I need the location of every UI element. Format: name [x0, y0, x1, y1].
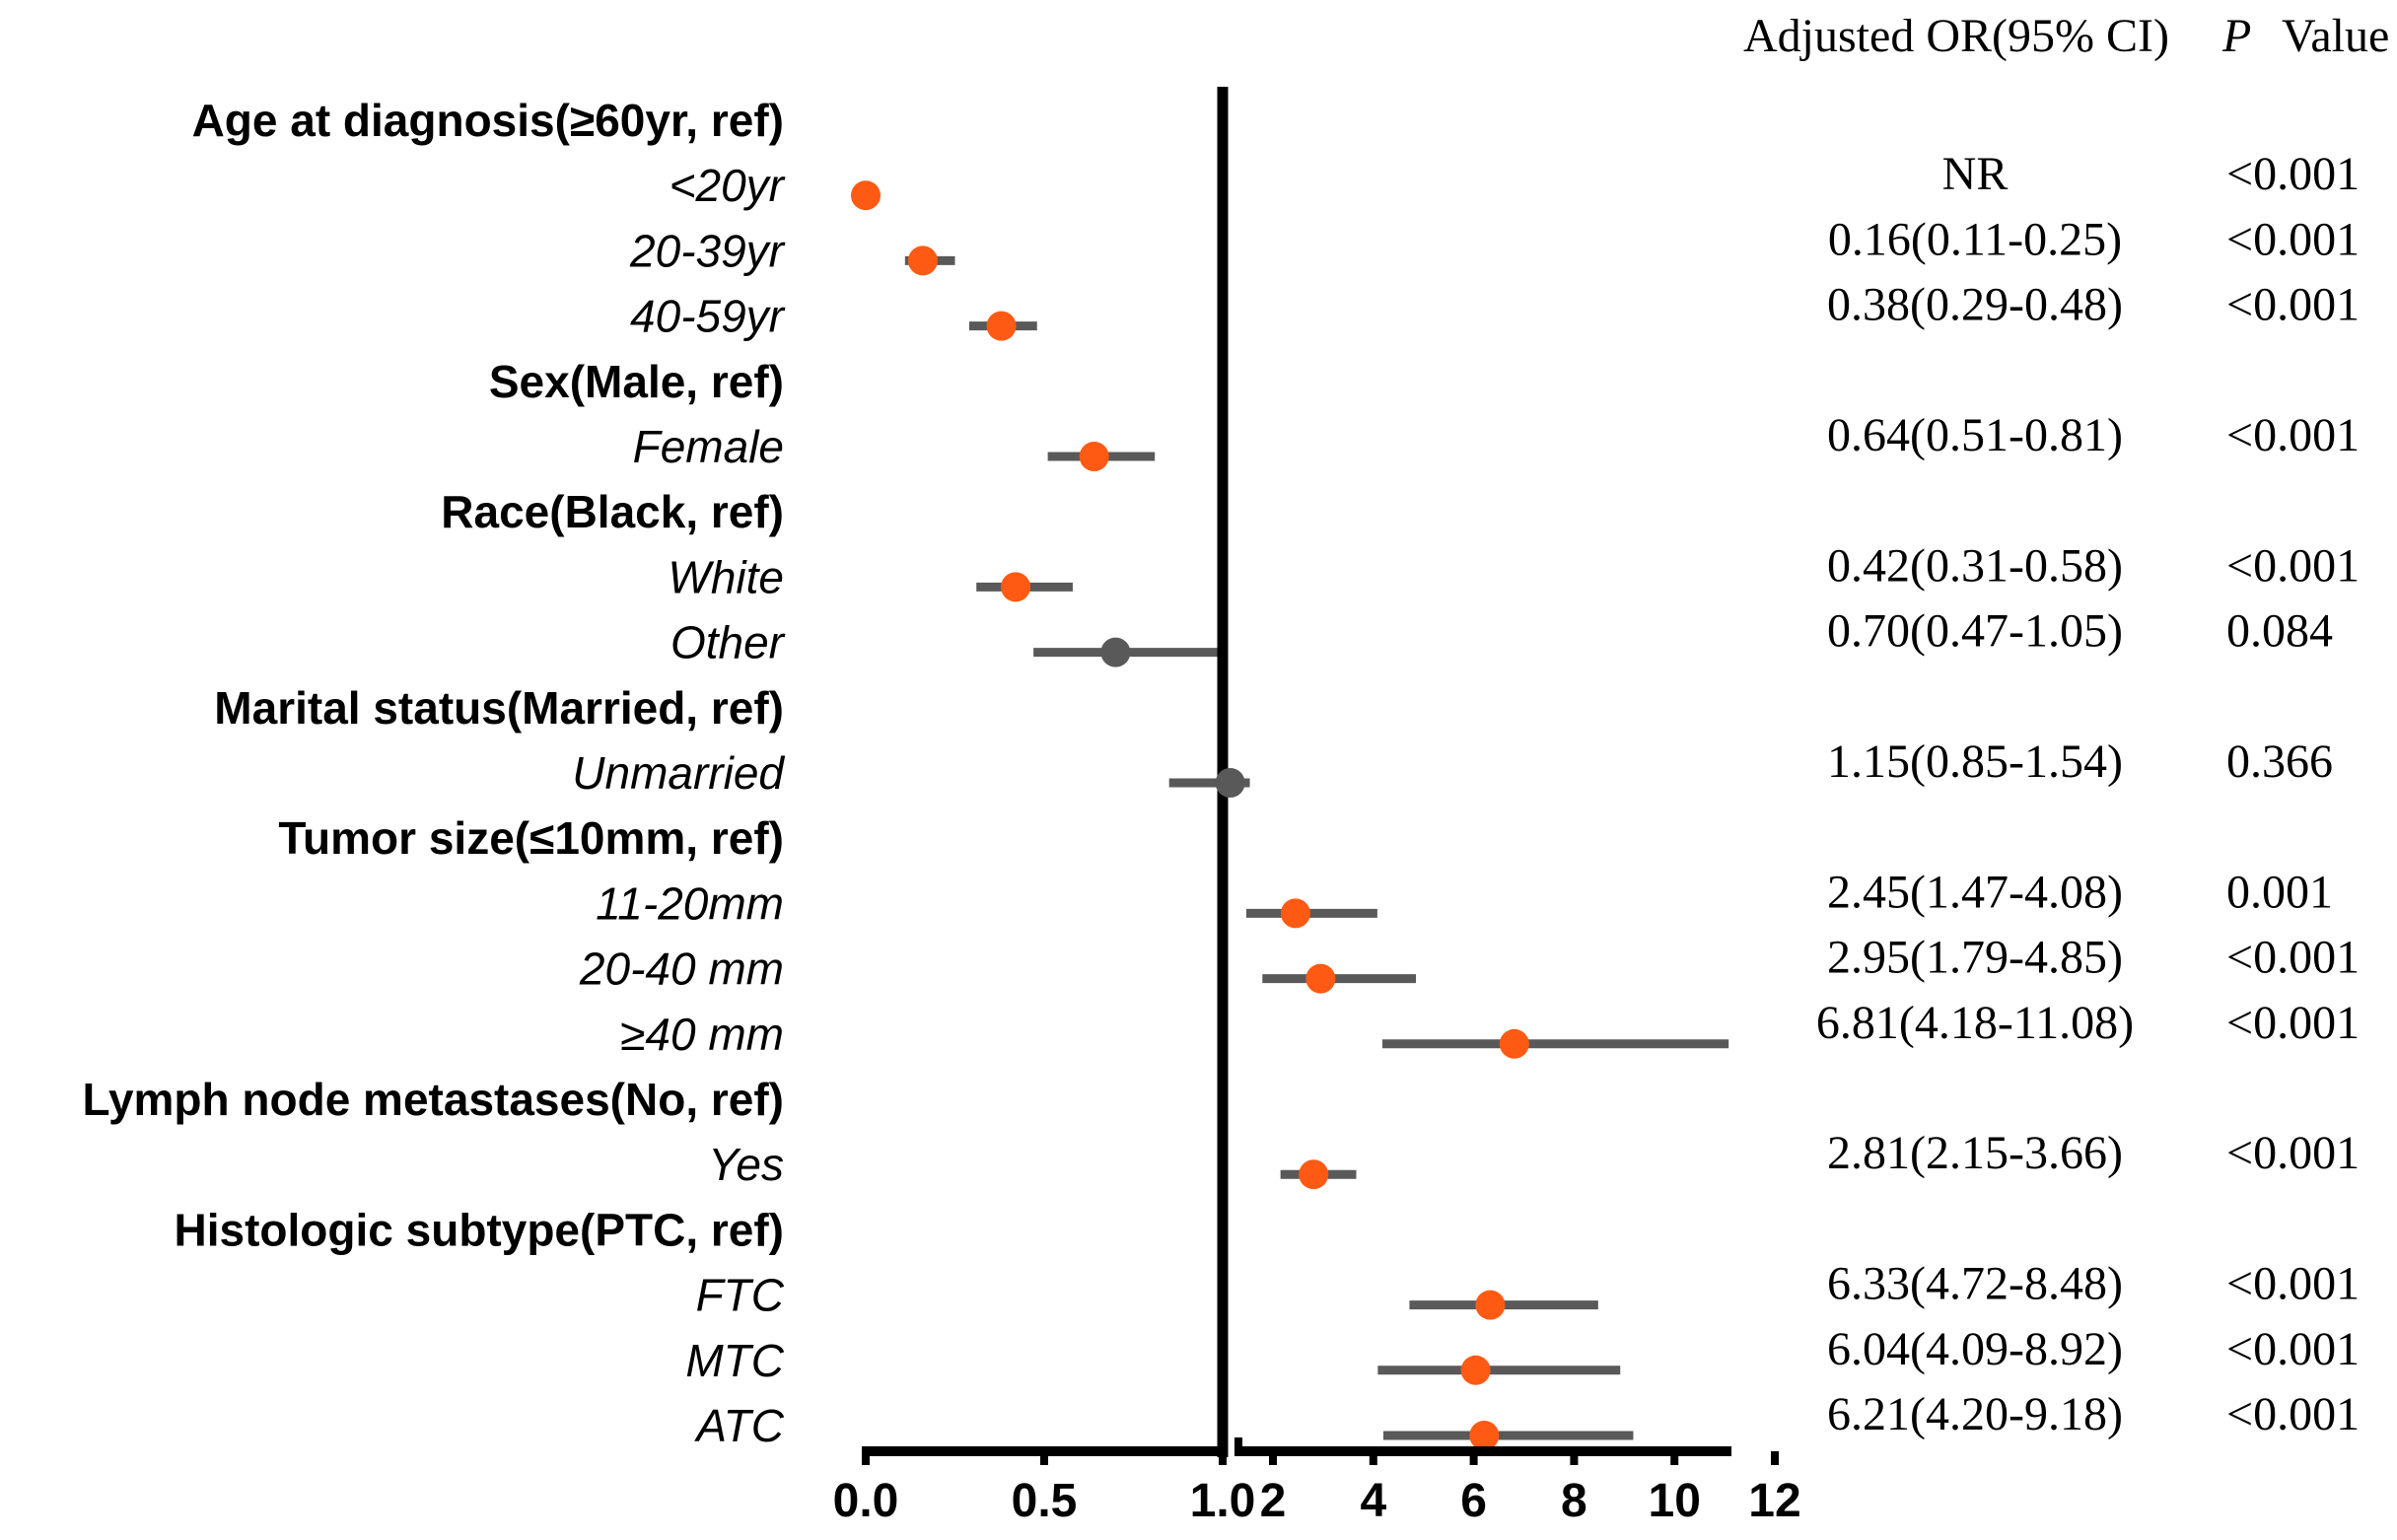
- confidence-intervals: [904, 255, 1729, 1440]
- or-point-significant: [1460, 1355, 1491, 1385]
- or-point-significant: [1001, 572, 1031, 602]
- or-point-nonsignificant: [1215, 768, 1245, 798]
- or-ci-value: 0.70(0.47-1.05): [1827, 605, 2123, 658]
- or-ci-value: 2.45(1.47-4.08): [1827, 866, 2123, 918]
- or-ci-value: 6.81(4.18-11.08): [1816, 997, 2134, 1049]
- or-ci-value: NR: [1942, 148, 2009, 200]
- row-label: FTC: [696, 1270, 785, 1321]
- row-label: 40-59yr: [630, 291, 786, 342]
- p-value: <0.001: [2226, 148, 2360, 200]
- p-value: 0.001: [2226, 866, 2333, 918]
- or-point-significant: [1299, 1159, 1329, 1190]
- or-ci-header: Adjusted OR(95% CI): [1743, 10, 2169, 62]
- x-tick-label: 2: [1260, 1475, 1287, 1527]
- or-ci-value: 6.21(4.20-9.18): [1827, 1388, 2123, 1440]
- or-ci-value: 6.33(4.72-8.48): [1827, 1258, 2123, 1310]
- row-label: ≥40 mm: [620, 1009, 784, 1060]
- p-value: <0.001: [2226, 997, 2360, 1049]
- row-label: 20-39yr: [629, 225, 786, 276]
- row-label: Yes: [708, 1139, 784, 1190]
- group-header-label: Age at diagnosis(≥60yr, ref): [192, 95, 784, 146]
- x-tick-label: 0.0: [833, 1475, 899, 1527]
- column-headers: Adjusted OR(95% CI) P Value: [1743, 10, 2389, 62]
- or-point-significant: [1469, 1421, 1500, 1450]
- p-value-header: Value: [2282, 10, 2389, 62]
- x-tick-label: 1.0: [1190, 1475, 1256, 1527]
- x-tick-label: 8: [1561, 1475, 1587, 1527]
- or-ci-value: 0.64(0.51-0.81): [1827, 409, 2123, 461]
- p-value: <0.001: [2226, 1127, 2360, 1179]
- group-header-label: Marital status(Married, ref): [214, 682, 784, 734]
- p-value: 0.084: [2226, 605, 2333, 658]
- or-ci-value: 0.16(0.11-0.25): [1828, 213, 2122, 265]
- x-tick-label: 4: [1360, 1475, 1386, 1527]
- p-value: <0.001: [2226, 213, 2360, 265]
- group-header-label: Tumor size(≤10mm, ref): [278, 812, 784, 864]
- row-label: MTC: [685, 1335, 784, 1386]
- or-value-column: NR <0.001 0.16(0.11-0.25) <0.001 0.38(0.29-0…: [1816, 148, 2360, 1440]
- row-label: ATC: [693, 1400, 784, 1451]
- p-value: <0.001: [2226, 1258, 2360, 1310]
- x-tick-label: 6: [1460, 1475, 1487, 1527]
- x-tick-label: 10: [1649, 1475, 1701, 1527]
- x-tick-label: 12: [1748, 1475, 1800, 1527]
- p-value: <0.001: [2226, 932, 2360, 984]
- or-ci-value: 0.42(0.31-0.58): [1827, 539, 2123, 592]
- row-label: Female: [633, 421, 784, 472]
- or-ci-value: 1.15(0.85-1.54): [1827, 735, 2123, 788]
- or-point-significant: [1305, 963, 1336, 994]
- group-header-label: Race(Black, ref): [441, 486, 784, 537]
- or-ci-value: 2.95(1.79-4.85): [1827, 932, 2123, 984]
- odds-ratio-points: [851, 180, 1529, 1450]
- or-point-significant: [1475, 1290, 1506, 1320]
- p-letter-header: P: [2221, 10, 2251, 62]
- or-ci-value: 0.38(0.29-0.48): [1827, 279, 2123, 331]
- p-value: <0.001: [2226, 539, 2360, 592]
- or-point-significant: [1079, 442, 1109, 471]
- row-label: Unmarried: [572, 747, 785, 799]
- row-label: 20-40 mm: [579, 944, 784, 995]
- row-label: <20yr: [670, 160, 786, 211]
- p-value: <0.001: [2226, 1388, 2360, 1440]
- p-value: 0.366: [2226, 735, 2333, 788]
- or-point-significant: [907, 245, 938, 276]
- or-ci-value: 6.04(4.09-8.92): [1827, 1323, 2123, 1375]
- or-ci-value: 2.81(2.15-3.66): [1827, 1127, 2123, 1179]
- row-labels: Age at diagnosis(≥60yr, ref) <20yr 20-39yr…: [83, 95, 786, 1451]
- p-value: <0.001: [2226, 279, 2360, 331]
- p-value: <0.001: [2226, 1323, 2360, 1375]
- row-label: White: [668, 551, 784, 602]
- x-axis: 0.0 0.5 1.0 2 4 6 8 10 12: [833, 1437, 1801, 1527]
- or-point-significant: [851, 180, 881, 211]
- or-point-significant: [1499, 1028, 1529, 1059]
- group-header-label: Histologic subtype(PTC, ref): [175, 1204, 784, 1255]
- or-point-nonsignificant: [1100, 637, 1131, 667]
- or-point-significant: [986, 311, 1017, 341]
- row-label: Other: [670, 617, 786, 668]
- group-header-label: Lymph node metastases(No, ref): [83, 1074, 784, 1125]
- group-header-label: Sex(Male, ref): [489, 356, 784, 407]
- x-tick-label: 0.5: [1012, 1475, 1078, 1527]
- or-point-significant: [1280, 898, 1310, 929]
- row-label: 11-20mm: [596, 877, 784, 929]
- p-value: <0.001: [2226, 409, 2360, 461]
